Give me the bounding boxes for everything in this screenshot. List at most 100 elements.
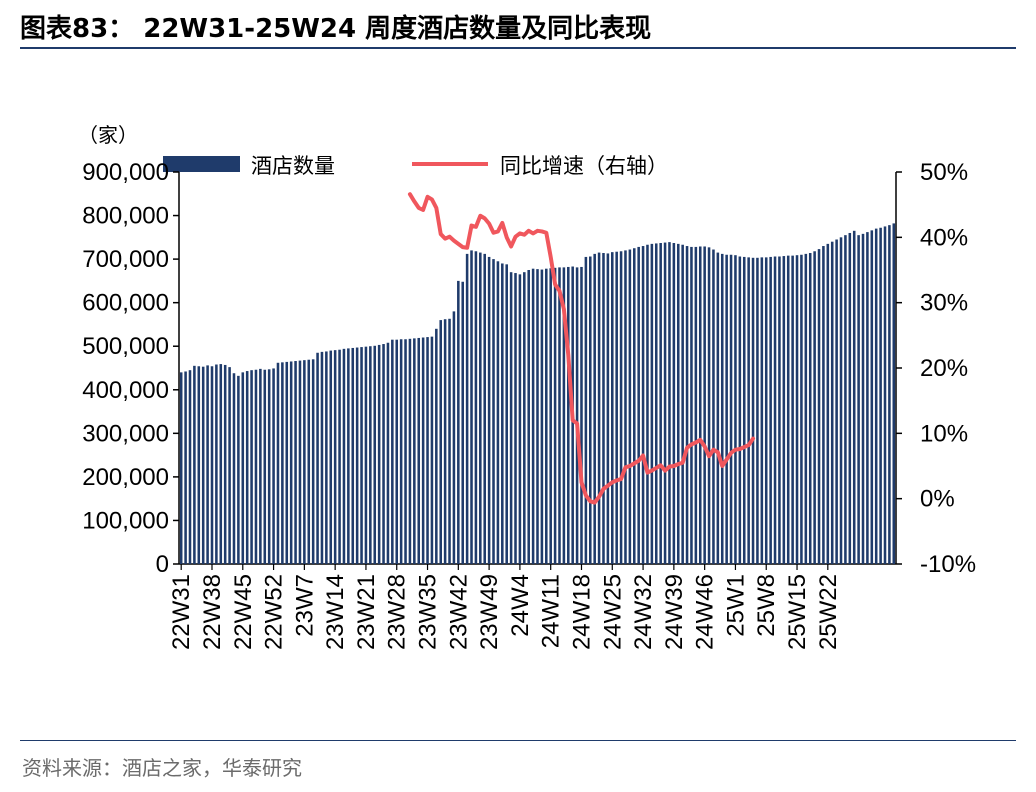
left-tick-label: 200,000	[82, 464, 169, 491]
bar	[712, 249, 715, 564]
bar	[479, 252, 482, 564]
source-note: 资料来源：酒店之家，华泰研究	[22, 756, 302, 780]
bar	[786, 255, 790, 564]
bar	[452, 311, 456, 564]
bar	[725, 254, 728, 564]
bar	[729, 254, 733, 564]
bar	[663, 242, 667, 564]
bar	[232, 373, 236, 564]
line-series	[407, 192, 756, 505]
x-tick-label: 22W38	[199, 574, 226, 650]
bar	[228, 367, 231, 564]
bar	[245, 371, 249, 564]
bar	[259, 368, 262, 564]
bar	[417, 337, 421, 564]
x-tick-label: 22W31	[168, 574, 195, 650]
bar	[844, 235, 847, 564]
bar	[681, 244, 684, 565]
x-tick-label: 24W39	[661, 574, 688, 650]
bar	[237, 375, 240, 564]
bar	[289, 361, 293, 564]
bar	[641, 246, 645, 565]
x-tick-label: 23W28	[384, 574, 411, 650]
bar	[448, 318, 451, 564]
bar	[839, 237, 843, 564]
left-axis-unit: （家）	[78, 123, 138, 147]
bar	[443, 319, 447, 564]
left-tick-label: 900,000	[82, 159, 169, 186]
left-tick-label: 500,000	[82, 333, 169, 360]
bar	[602, 253, 605, 564]
left-tick-label: 300,000	[82, 420, 169, 447]
bar	[474, 251, 478, 564]
bar	[408, 338, 412, 564]
bar	[364, 346, 368, 564]
yoy-line	[407, 192, 756, 505]
bar	[386, 342, 390, 564]
bar	[421, 337, 425, 564]
bar	[676, 243, 680, 564]
bar	[619, 251, 623, 564]
bar-series	[179, 223, 896, 565]
bar	[377, 344, 381, 564]
right-tick-label: 10%	[920, 420, 968, 447]
bar	[465, 253, 469, 564]
bar	[791, 255, 794, 564]
legend-label-yoy: 同比增速（右轴）	[500, 154, 668, 178]
bar	[307, 359, 311, 564]
right-tick-label: 50%	[920, 159, 968, 186]
bar	[404, 339, 407, 564]
bar	[883, 226, 887, 564]
bar	[206, 365, 209, 564]
bar	[435, 328, 438, 564]
x-tick-label: 22W45	[230, 574, 257, 650]
bar	[857, 235, 860, 564]
bar	[505, 264, 508, 564]
bar	[888, 225, 891, 564]
bar	[593, 253, 596, 564]
bar	[567, 266, 570, 564]
bar	[276, 362, 280, 564]
bar	[426, 337, 429, 564]
bar	[369, 346, 372, 564]
right-tick-label: 20%	[920, 355, 968, 382]
bar	[694, 246, 698, 565]
bar	[360, 347, 363, 564]
bar	[254, 369, 258, 564]
bar	[879, 227, 882, 564]
bar	[536, 269, 539, 564]
bar	[597, 252, 601, 564]
bar	[782, 256, 786, 564]
bar	[333, 350, 337, 564]
bar	[338, 349, 341, 564]
bar	[483, 253, 486, 564]
bar	[580, 266, 583, 564]
x-tick-label: 23W35	[415, 574, 442, 650]
bar	[241, 372, 245, 564]
bar	[320, 351, 324, 564]
bar	[861, 233, 865, 564]
bar	[545, 268, 548, 564]
bar	[311, 359, 315, 564]
x-tick-label: 23W7	[291, 574, 318, 637]
bar	[439, 320, 442, 564]
bar	[184, 371, 187, 564]
x-tick-label: 24W32	[630, 574, 657, 650]
bar	[496, 261, 500, 564]
bar	[531, 268, 535, 564]
bar	[804, 253, 808, 564]
bar	[298, 360, 302, 564]
bar	[527, 270, 530, 564]
bar	[285, 361, 289, 564]
x-tick-label: 24W4	[507, 574, 534, 637]
x-tick-label: 24W11	[538, 574, 565, 648]
x-tick-label: 25W8	[753, 574, 780, 637]
bar	[734, 255, 737, 564]
x-tick-label: 23W49	[476, 574, 503, 650]
legend-label-hotels: 酒店数量	[251, 154, 335, 178]
bar	[558, 267, 561, 564]
bar	[830, 241, 834, 564]
bar	[391, 339, 394, 564]
legend-bar-swatch	[163, 156, 240, 172]
bar	[215, 364, 218, 564]
